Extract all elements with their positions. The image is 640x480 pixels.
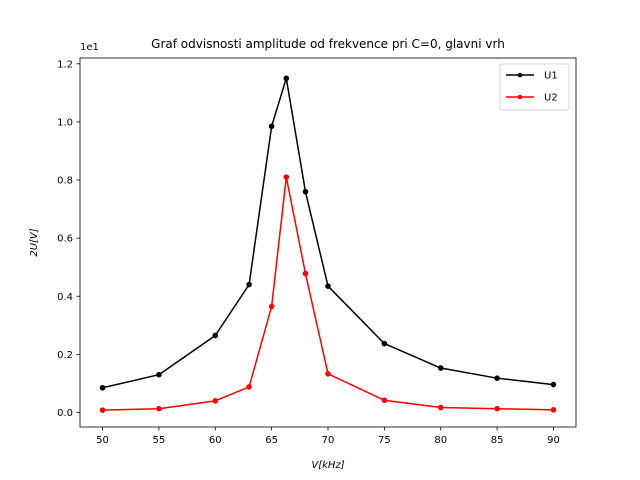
- data-point-u2: [437, 404, 444, 411]
- data-point-u2: [550, 407, 557, 413]
- y-tick-label: 0.6: [57, 234, 73, 245]
- x-tick-label: 50: [96, 435, 109, 446]
- data-point-u1: [212, 332, 219, 339]
- x-tick-label: 65: [265, 435, 278, 446]
- data-point-u1: [246, 281, 252, 288]
- data-point-u1: [381, 340, 388, 347]
- data-point-u2: [156, 405, 162, 412]
- data-point-u1: [325, 283, 331, 289]
- legend-label-u2: U2: [544, 93, 558, 104]
- legend-marker-u1: [517, 72, 523, 78]
- legend-label-u1: U1: [544, 71, 558, 82]
- x-tick-label: 75: [378, 435, 391, 446]
- y-axis-label: 2U[V]: [29, 228, 40, 256]
- y-tick-label: 1.0: [57, 118, 73, 129]
- data-point-u2: [302, 270, 309, 277]
- x-tick-label: 80: [434, 435, 447, 446]
- y-offset-text: 1e1: [80, 42, 99, 53]
- data-point-u2: [494, 405, 500, 412]
- data-point-u1: [302, 188, 309, 195]
- x-tick-label: 60: [209, 435, 222, 446]
- data-point-u1: [494, 375, 500, 381]
- data-point-u1: [550, 381, 557, 388]
- data-point-u2: [325, 371, 331, 377]
- data-point-u2: [212, 398, 219, 404]
- x-tick-label: 70: [322, 435, 335, 446]
- x-tick-label: 85: [491, 435, 504, 446]
- series-line-u1: [102, 77, 554, 389]
- series-line-u2: [102, 176, 554, 411]
- data-point-u2: [268, 303, 275, 310]
- plot-area: [99, 75, 557, 413]
- data-point-u1: [268, 123, 275, 130]
- x-axis: 50 55 60 65 70 75 80 85 90: [96, 427, 560, 446]
- data-point-u1: [437, 365, 444, 371]
- legend-marker-u2: [517, 94, 523, 100]
- chart-title: Graf odvisnosti amplitude od frekvence p…: [151, 37, 505, 51]
- data-point-u2: [283, 174, 290, 180]
- y-tick-label: 0.2: [57, 350, 73, 361]
- y-tick-label: 0.4: [57, 292, 73, 303]
- data-point-u1: [283, 75, 290, 82]
- y-tick-label: 0.0: [57, 408, 73, 419]
- x-axis-label: V[kHz]: [311, 460, 344, 471]
- data-point-u1: [156, 371, 162, 378]
- x-tick-label: 90: [547, 435, 560, 446]
- y-axis: 0.0 0.2 0.4 0.6 0.8 1.0 1.2: [57, 59, 80, 419]
- data-point-u2: [99, 407, 106, 413]
- data-point-u2: [246, 384, 252, 390]
- data-point-u2: [381, 397, 388, 404]
- data-point-u1: [99, 384, 106, 391]
- y-tick-label: 0.8: [57, 176, 73, 187]
- legend-box: [499, 63, 570, 111]
- y-tick-label: 1.2: [57, 59, 73, 70]
- x-tick-label: 55: [153, 435, 166, 446]
- legend: U1 U2: [499, 63, 570, 111]
